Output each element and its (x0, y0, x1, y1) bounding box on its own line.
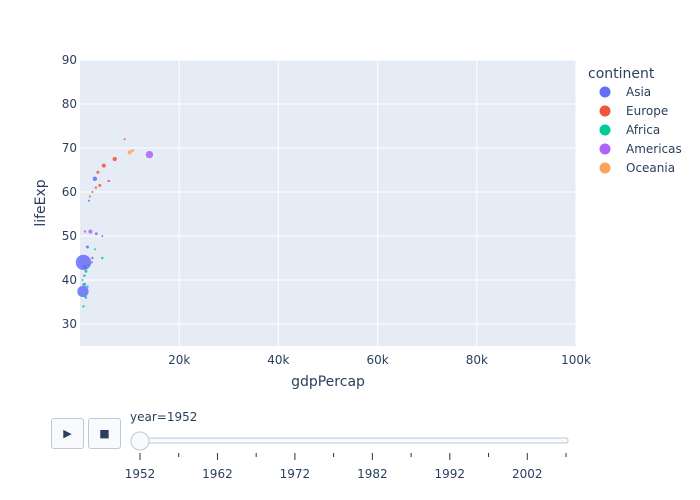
data-point-africa[interactable] (84, 269, 88, 273)
play-icon: ▶ (63, 427, 72, 440)
slider-ticks: 1952 1962 1972 1982 1992 2002 (125, 453, 567, 481)
slider-tick-label: 1982 (357, 467, 388, 481)
data-point-oceania[interactable] (127, 150, 132, 155)
data-point-africa[interactable] (81, 283, 84, 286)
legend-label-oceania[interactable]: Oceania (626, 161, 675, 175)
x-tick-label: 100k (561, 353, 591, 367)
y-tick-label: 50 (62, 229, 77, 243)
play-button[interactable]: ▶ (51, 418, 84, 449)
data-point-europe[interactable] (91, 191, 94, 193)
x-axis-title: gdpPercap (291, 374, 365, 390)
legend-marker-americas[interactable] (599, 143, 611, 155)
data-point-asia[interactable] (82, 282, 86, 286)
data-point-europe[interactable] (111, 156, 118, 162)
x-tick-label: 60k (366, 353, 388, 367)
y-tick-label: 30 (62, 317, 77, 331)
data-point-europe[interactable] (123, 138, 126, 141)
data-point-asia[interactable] (82, 264, 87, 269)
data-point-asia[interactable] (87, 199, 90, 202)
legend-title: continent (588, 66, 655, 82)
y-axis-title: lifeExp (33, 179, 49, 226)
slider-current-value: year=1952 (130, 410, 198, 424)
legend-marker-europe[interactable] (599, 105, 611, 117)
stop-icon: ■ (99, 427, 110, 440)
data-point-americas[interactable] (108, 180, 111, 182)
data-point-africa[interactable] (93, 248, 96, 251)
slider-tick-label: 1992 (435, 467, 466, 481)
x-tick-label: 20k (168, 353, 190, 367)
data-point-africa[interactable] (101, 256, 104, 260)
data-point-asia[interactable] (84, 296, 88, 299)
data-point-africa[interactable] (88, 263, 91, 266)
data-point-europe[interactable] (101, 163, 106, 168)
y-tick-label: 60 (62, 185, 77, 199)
data-point-americas[interactable] (94, 232, 98, 236)
data-point-americas[interactable] (145, 150, 154, 159)
data-point-africa[interactable] (82, 293, 86, 297)
data-point-europe[interactable] (98, 183, 102, 187)
legend-label-asia[interactable]: Asia (626, 85, 651, 99)
y-tick-label: 90 (62, 53, 77, 67)
data-point-asia[interactable] (92, 176, 98, 182)
data-point-africa[interactable] (82, 305, 85, 308)
y-axis-ticks: 30 40 50 60 70 80 90 (62, 53, 77, 331)
scatter-points (75, 138, 154, 308)
slider-tick-label: 1972 (280, 467, 311, 481)
data-point-africa[interactable] (86, 285, 89, 288)
slider-rail[interactable] (139, 437, 569, 444)
data-point-europe[interactable] (88, 195, 91, 198)
data-point-americas[interactable] (83, 230, 87, 233)
data-point-americas[interactable] (88, 229, 93, 234)
x-tick-label: 40k (267, 353, 289, 367)
data-point-europe[interactable] (94, 186, 98, 189)
x-axis-ticks: 20k 40k 60k 80k 100k (168, 353, 591, 367)
legend-marker-asia[interactable] (599, 86, 611, 98)
data-point-asia[interactable] (85, 245, 89, 249)
x-tick-label: 80k (466, 353, 488, 367)
y-tick-label: 80 (62, 97, 77, 111)
legend: Asia Europe Africa Americas Oceania (599, 85, 682, 175)
data-point-asia[interactable] (91, 256, 94, 260)
data-point-oceania[interactable] (131, 149, 135, 153)
data-point-americas[interactable] (87, 257, 90, 259)
data-point-europe[interactable] (96, 170, 100, 174)
slider-tick-label: 1952 (125, 467, 156, 481)
legend-label-americas[interactable]: Americas (626, 142, 682, 156)
data-point-europe[interactable] (86, 263, 89, 266)
legend-label-africa[interactable]: Africa (626, 123, 660, 137)
data-point-asia[interactable] (101, 235, 104, 237)
y-tick-label: 70 (62, 141, 77, 155)
stop-button[interactable]: ■ (88, 418, 121, 449)
legend-marker-africa[interactable] (599, 124, 611, 136)
slider-handle[interactable] (130, 431, 150, 451)
legend-label-europe[interactable]: Europe (626, 104, 668, 118)
year-slider[interactable]: 1952 1962 1972 1982 1992 2002 (125, 431, 569, 481)
plot-area (80, 60, 576, 346)
legend-marker-oceania[interactable] (599, 162, 611, 174)
y-tick-label: 40 (62, 273, 77, 287)
data-point-americas[interactable] (84, 289, 87, 292)
data-point-asia[interactable] (76, 285, 90, 298)
slider-tick-label: 2002 (512, 467, 543, 481)
slider-tick-label: 1962 (202, 467, 233, 481)
data-point-africa[interactable] (83, 274, 86, 277)
grid-lines (80, 59, 577, 346)
data-point-americas[interactable] (90, 261, 94, 264)
data-point-africa[interactable] (81, 279, 84, 281)
